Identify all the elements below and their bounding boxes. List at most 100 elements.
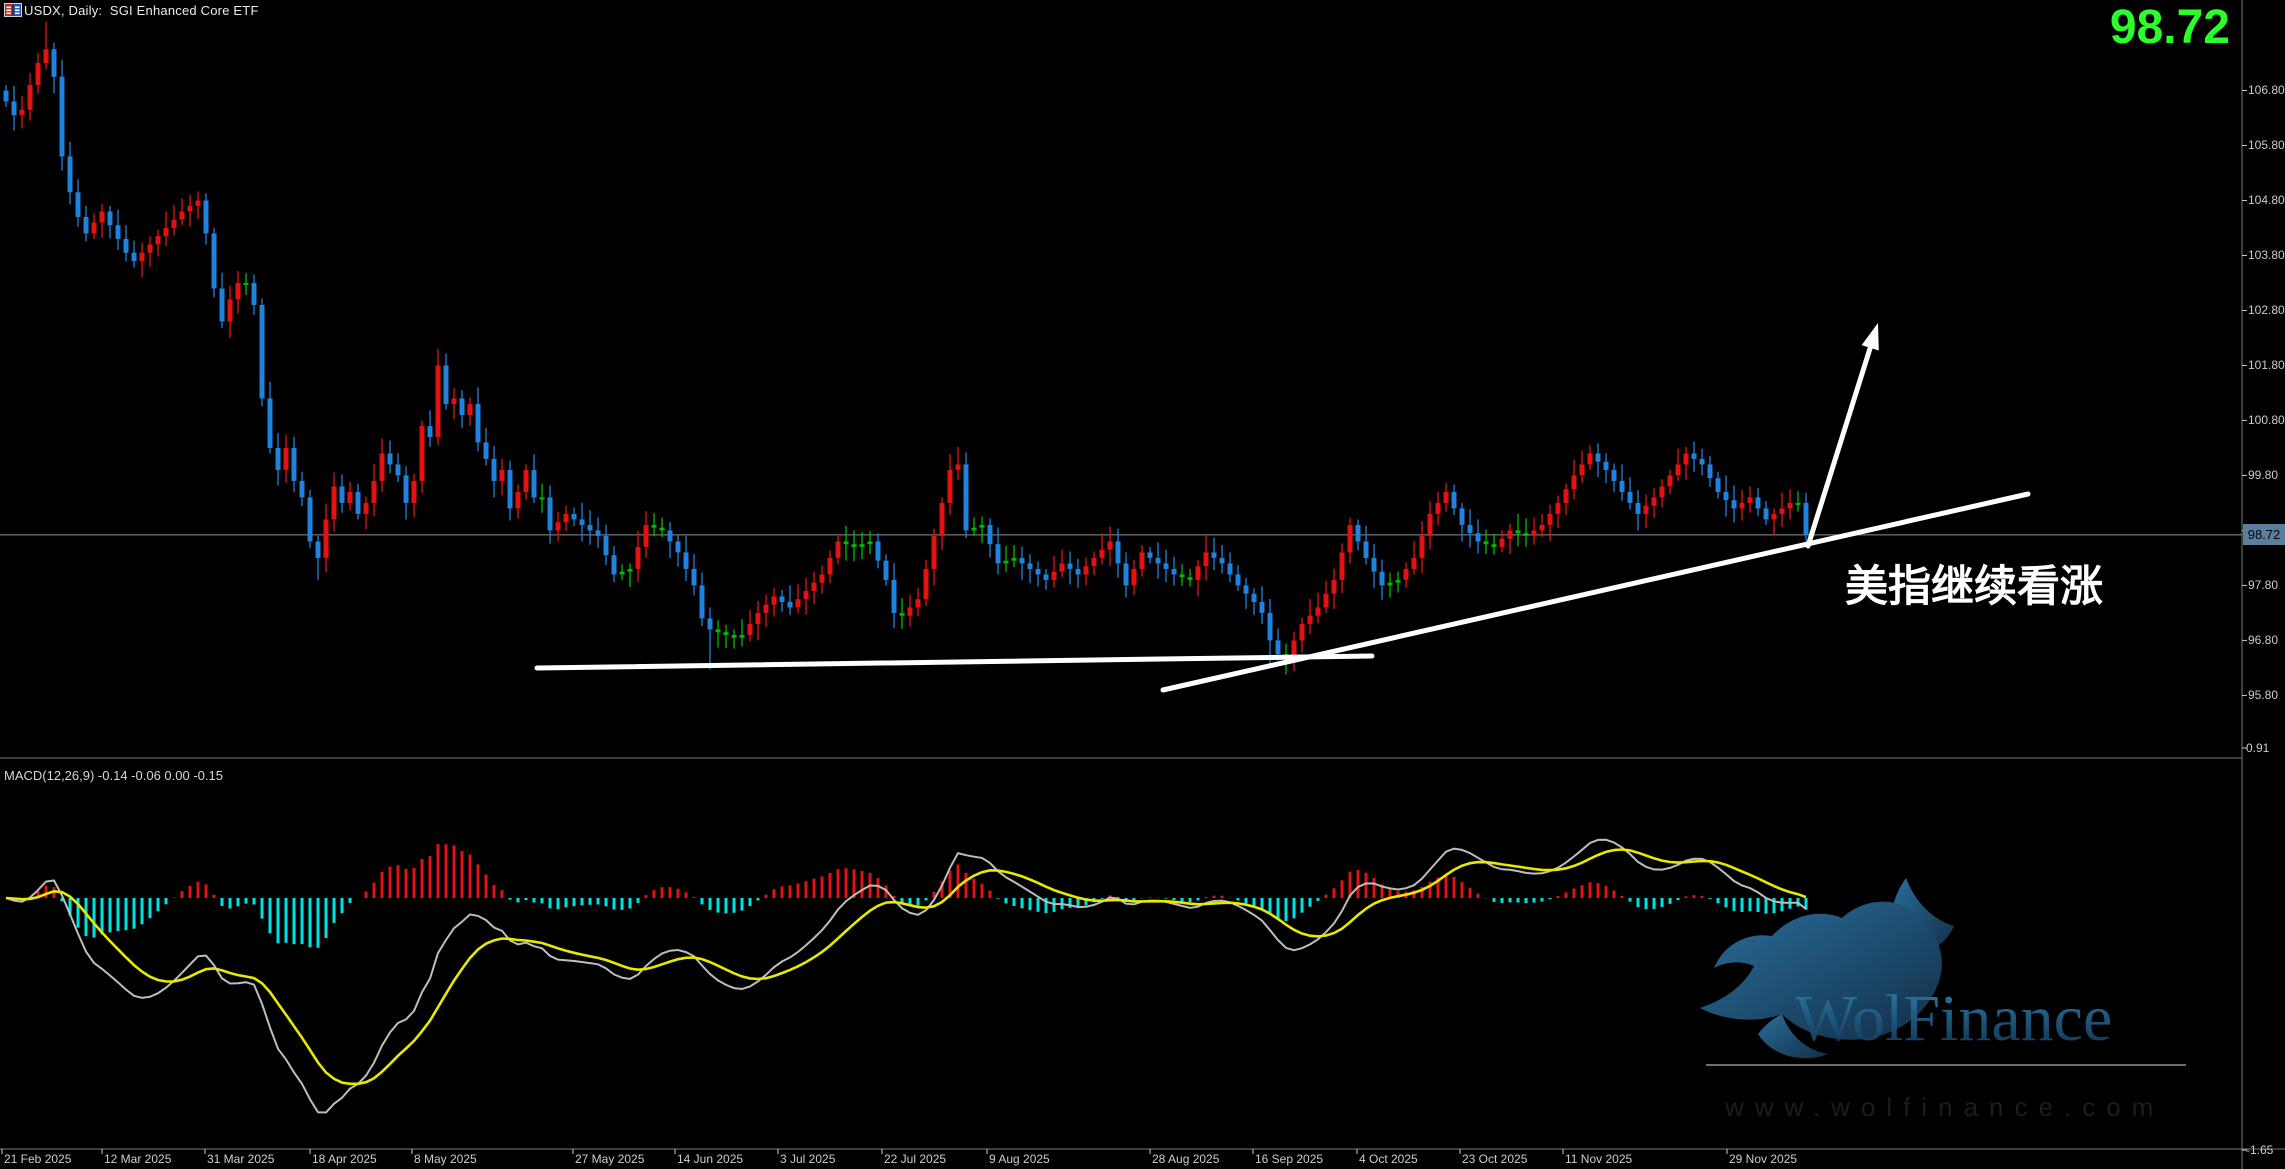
candle-body — [1459, 508, 1465, 525]
candle-body — [595, 530, 601, 536]
candle-body — [715, 629, 721, 633]
candle-body — [1499, 538, 1505, 547]
candle-body — [747, 623, 753, 635]
candle-body — [339, 486, 345, 503]
candle-body — [1011, 557, 1017, 561]
candle-body — [1707, 464, 1713, 479]
candlestick-series[interactable] — [3, 21, 1809, 675]
candle-body — [995, 544, 1001, 564]
candle-body — [1795, 502, 1801, 505]
candle-body — [147, 244, 153, 253]
price-axis-label: 103.80 — [2248, 248, 2285, 263]
time-axis-label: 27 May 2025 — [575, 1152, 645, 1166]
candle-body — [1515, 530, 1521, 534]
candle-body — [107, 211, 113, 226]
candle-body — [723, 632, 729, 635]
candle-body — [1427, 513, 1433, 536]
quote-price: 98.72 — [2109, 1, 2230, 54]
candle-body — [507, 469, 513, 509]
candle-body — [1683, 453, 1689, 465]
time-axis-label: 3 Jul 2025 — [780, 1152, 836, 1166]
up-arrow-head[interactable] — [1861, 323, 1879, 351]
candle-body — [435, 365, 441, 437]
candle-body — [1187, 577, 1193, 580]
candle-body — [451, 398, 457, 404]
up-arrow-shaft[interactable] — [1805, 341, 1874, 549]
candle-body — [283, 447, 289, 470]
candle-body — [1555, 502, 1561, 514]
candle-body — [1091, 557, 1097, 567]
macd-axis-label: -1.65 — [2246, 1143, 2274, 1157]
candle-body — [1571, 475, 1577, 490]
candle-body — [1275, 640, 1281, 655]
candle-body — [179, 211, 185, 220]
candle-body — [1539, 524, 1545, 531]
candle-body — [539, 497, 545, 500]
candle-body — [555, 522, 561, 531]
price-axis-label: 95.80 — [2248, 688, 2279, 703]
candle-body — [1715, 478, 1721, 492]
candle-body — [1787, 502, 1793, 509]
candle-body — [787, 601, 793, 608]
candle-body — [1531, 530, 1537, 536]
candle-body — [643, 524, 649, 547]
candle-body — [531, 469, 537, 498]
time-axis-label: 31 Mar 2025 — [207, 1152, 275, 1166]
candle-body — [315, 541, 321, 558]
time-axis-label: 9 Aug 2025 — [989, 1152, 1050, 1166]
candle-body — [1691, 453, 1697, 459]
ascending-trendline[interactable] — [1160, 491, 2031, 693]
candle-body — [1643, 505, 1649, 514]
candle-body — [1659, 486, 1665, 498]
time-axis-label: 8 May 2025 — [414, 1152, 477, 1166]
candle-body — [115, 225, 121, 239]
candle-body — [955, 464, 961, 470]
candle-body — [1603, 461, 1609, 470]
candle-body — [779, 596, 785, 602]
candle-body — [59, 76, 65, 157]
candle-body — [67, 156, 73, 193]
candle-body — [675, 541, 681, 553]
candle-body — [739, 634, 745, 638]
price-axis-label: 96.80 — [2248, 633, 2279, 648]
candle-body — [947, 469, 953, 503]
candle-body — [827, 557, 833, 575]
candle-body — [1779, 508, 1785, 514]
candle-body — [123, 238, 129, 253]
candle-body — [1723, 491, 1729, 501]
candle-body — [1771, 513, 1777, 520]
macd-indicator[interactable] — [5, 838, 1808, 1114]
candle-body — [875, 541, 881, 561]
candle-body — [475, 403, 481, 443]
time-axis-label: 29 Nov 2025 — [1729, 1152, 1798, 1166]
macd-axis-label: 0.91 — [2246, 741, 2270, 755]
candle-body — [1139, 552, 1145, 569]
candle-body — [659, 527, 665, 531]
candle-body — [1451, 491, 1457, 509]
candle-body — [11, 101, 17, 116]
candle-body — [1651, 497, 1657, 506]
lower-trendline[interactable] — [534, 653, 1375, 671]
candle-body — [803, 590, 809, 600]
candle-body — [251, 282, 257, 305]
candle-body — [331, 486, 337, 520]
time-axis-label: 21 Feb 2025 — [4, 1152, 72, 1166]
candle-body — [771, 596, 777, 605]
candle-body — [691, 568, 697, 586]
time-axis-label: 11 Nov 2025 — [1565, 1152, 1633, 1166]
annotation-text: 美指继续看涨 — [1845, 564, 2103, 611]
candle-body — [1059, 563, 1065, 572]
candle-body — [227, 299, 233, 322]
candle-body — [483, 442, 489, 459]
candle-body — [683, 552, 689, 569]
candle-body — [291, 447, 297, 481]
candle-body — [1067, 563, 1073, 569]
candle-body — [979, 524, 985, 528]
trendline-annotations[interactable] — [534, 323, 2031, 693]
candle-body — [491, 458, 497, 481]
candle-body — [467, 403, 473, 415]
candle-body — [1155, 557, 1161, 564]
candle-body — [1803, 502, 1809, 535]
price-axis-label: 105.80 — [2248, 138, 2285, 153]
